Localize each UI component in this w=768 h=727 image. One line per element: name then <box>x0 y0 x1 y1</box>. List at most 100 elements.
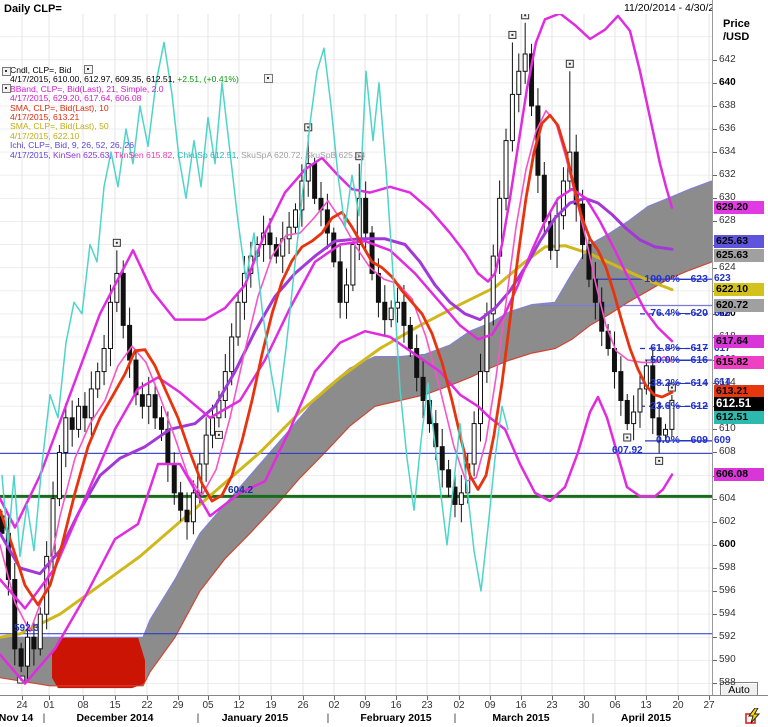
x-axis-month-label: Nov 14 <box>0 712 34 724</box>
price-badge: 612.51 <box>714 410 764 424</box>
month-divider: | <box>196 712 200 724</box>
x-axis-tickmark <box>83 696 84 700</box>
x-axis-tickmark <box>49 696 50 700</box>
series-sma10 <box>0 113 674 607</box>
x-axis-tick: 12 <box>233 700 245 711</box>
y-axis-tick: 592 <box>713 631 736 643</box>
x-axis-tickmark <box>115 696 116 700</box>
time-axis[interactable]: 24 01 08 15 22 29 05 12 19 26 02 09 16 23 02 09 16 23 30 06… <box>0 695 768 727</box>
fib-axis-label: 623 <box>714 273 731 285</box>
fib-axis-label: 620 <box>714 307 731 319</box>
x-axis-tick: 19 <box>265 700 277 711</box>
y-axis-tick: 596 <box>713 585 736 597</box>
series-chkusp <box>1 41 509 592</box>
y-axis-tick: 610 <box>713 423 736 435</box>
x-axis-tick: 22 <box>141 700 153 711</box>
cloud-top-edge <box>0 180 712 638</box>
x-axis-tick: 16 <box>390 700 402 711</box>
x-axis-tickmark <box>490 696 491 700</box>
x-axis-tick: 09 <box>359 700 371 711</box>
y-axis-tick: 590 <box>713 654 736 666</box>
x-axis-tick: 23 <box>546 700 558 711</box>
x-axis-tickmark <box>208 696 209 700</box>
y-axis-tick: 640 <box>713 76 736 88</box>
x-axis-tick: 20 <box>672 700 684 711</box>
x-axis-tickmark <box>615 696 616 700</box>
price-badge: 625.63 <box>714 249 764 263</box>
x-axis-month-label: March 2015 <box>492 712 550 724</box>
y-axis-tick: 594 <box>713 608 736 620</box>
month-divider: | <box>453 712 457 724</box>
price-badge: 606.08 <box>714 468 764 482</box>
series-bband-mid <box>0 187 674 610</box>
x-axis-tickmark <box>147 696 148 700</box>
x-axis-tickmark <box>334 696 335 700</box>
x-axis-tick: 24 <box>16 700 28 711</box>
candle-pattern-marker <box>521 14 530 20</box>
x-axis-tick: 29 <box>172 700 184 711</box>
candles-series <box>0 14 676 684</box>
x-axis-tickmark <box>709 696 710 700</box>
y-axis-tick: 598 <box>713 561 736 573</box>
y-axis-tick: 636 <box>713 123 736 135</box>
price-chart-canvas[interactable] <box>0 14 712 695</box>
gridlines <box>0 14 712 695</box>
x-axis-tick: 02 <box>453 700 465 711</box>
x-axis-tickmark <box>178 696 179 700</box>
price-axis[interactable]: Price /USD Auto 588 590 592 594 596 598 600 602… <box>712 0 768 727</box>
series-bband-upper <box>0 14 674 529</box>
x-axis-tick: 26 <box>297 700 309 711</box>
x-axis-tickmark <box>271 696 272 700</box>
x-axis-tickmark <box>239 696 240 700</box>
chart-plot[interactable]: Cndl, CLP=, Bid 4/17/2015, 610.00, 612.97… <box>0 14 712 695</box>
legend-collapse-box[interactable] <box>2 84 11 93</box>
refresh-lightning-icon[interactable] <box>745 708 762 724</box>
y-axis-tick: 600 <box>713 538 736 550</box>
price-badge: 629.20 <box>714 201 764 215</box>
x-axis-tickmark <box>396 696 397 700</box>
price-badge: 622.10 <box>714 283 764 297</box>
x-axis-tickmark <box>427 696 428 700</box>
y-axis-tick: 638 <box>713 99 736 111</box>
x-axis-tickmark <box>22 696 23 700</box>
y-axis-tick: 620 <box>713 307 736 319</box>
x-axis-tick: 05 <box>202 700 214 711</box>
legend-collapse-box[interactable] <box>2 67 11 76</box>
legend-collapse-box[interactable] <box>264 74 273 83</box>
x-axis-tick: 16 <box>515 700 527 711</box>
x-axis-month-label: February 2015 <box>360 712 432 724</box>
legend-collapse-box[interactable] <box>84 65 93 74</box>
x-axis-tick: 15 <box>109 700 121 711</box>
x-axis-month-label: April 2015 <box>620 712 672 724</box>
x-axis-tickmark <box>365 696 366 700</box>
x-axis-tickmark <box>678 696 679 700</box>
ichimoku-cloud <box>0 181 712 686</box>
month-divider: | <box>326 712 330 724</box>
y-axis-tick: 588 <box>713 677 736 689</box>
x-axis-tick: 13 <box>640 700 652 711</box>
x-axis-tick: 23 <box>421 700 433 711</box>
y-axis-tick: 604 <box>713 492 736 504</box>
price-axis-title: Price /USD <box>723 18 750 43</box>
x-axis-tickmark <box>646 696 647 700</box>
price-badge: 613.21 <box>714 384 764 398</box>
x-axis-tickmark <box>303 696 304 700</box>
x-axis-tick: 02 <box>328 700 340 711</box>
x-axis-tick: 09 <box>484 700 496 711</box>
price-badge: 625.63 <box>714 235 764 249</box>
x-axis-tick: 30 <box>578 700 590 711</box>
y-axis-tick: 628 <box>713 215 736 227</box>
y-axis-tick: 630 <box>713 192 736 204</box>
x-axis-tick: 08 <box>77 700 89 711</box>
series-kinsen <box>0 196 674 576</box>
fib-axis-label: 609 <box>714 434 731 446</box>
x-axis-tickmark <box>521 696 522 700</box>
y-axis-tick: 602 <box>713 515 736 527</box>
price-badge: 620.72 <box>714 299 764 313</box>
chart-title: Daily CLP= <box>4 3 62 15</box>
month-divider: | <box>42 712 46 724</box>
x-axis-tick: 06 <box>609 700 621 711</box>
x-axis-tickmark <box>584 696 585 700</box>
x-axis-month-label: December 2014 <box>76 712 154 724</box>
